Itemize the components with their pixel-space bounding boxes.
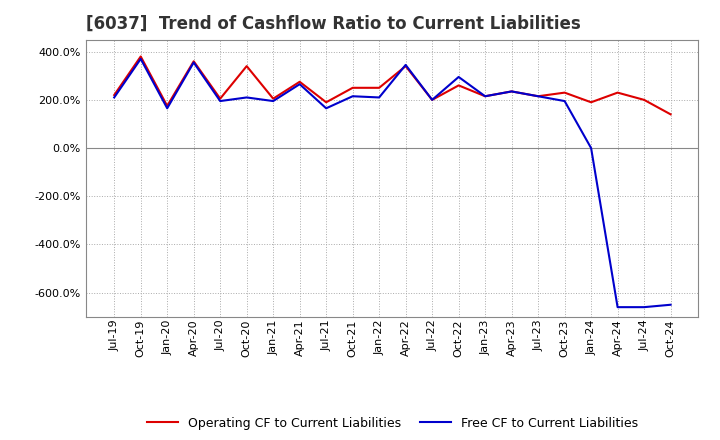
Free CF to Current Liabilities [428,97,436,103]
Text: [6037]  Trend of Cashflow Ratio to Current Liabilities: [6037] Trend of Cashflow Ratio to Curren… [86,15,581,33]
Free CF to Current Liabilities [189,60,198,65]
Operating CF to Current Liabilities [295,79,304,84]
Free CF to Current Liabilities [269,99,277,104]
Free CF to Current Liabilities [560,99,569,104]
Free CF to Current Liabilities [243,95,251,100]
Free CF to Current Liabilities [163,106,171,111]
Free CF to Current Liabilities [481,94,490,99]
Free CF to Current Liabilities [216,99,225,104]
Line: Operating CF to Current Liabilities: Operating CF to Current Liabilities [114,56,670,114]
Operating CF to Current Liabilities [534,94,542,99]
Operating CF to Current Liabilities [189,59,198,64]
Operating CF to Current Liabilities [587,99,595,105]
Operating CF to Current Liabilities [481,94,490,99]
Free CF to Current Liabilities [375,95,384,100]
Free CF to Current Liabilities [534,94,542,99]
Free CF to Current Liabilities [348,94,357,99]
Free CF to Current Liabilities [613,304,622,310]
Free CF to Current Liabilities [401,62,410,68]
Operating CF to Current Liabilities [640,97,649,103]
Operating CF to Current Liabilities [666,112,675,117]
Operating CF to Current Liabilities [136,54,145,59]
Operating CF to Current Liabilities [454,83,463,88]
Operating CF to Current Liabilities [163,103,171,109]
Operating CF to Current Liabilities [428,97,436,103]
Operating CF to Current Liabilities [269,96,277,101]
Free CF to Current Liabilities [587,146,595,151]
Operating CF to Current Liabilities [560,90,569,95]
Free CF to Current Liabilities [640,304,649,310]
Operating CF to Current Liabilities [348,85,357,91]
Free CF to Current Liabilities [508,89,516,94]
Line: Free CF to Current Liabilities: Free CF to Current Liabilities [114,59,670,307]
Operating CF to Current Liabilities [243,63,251,69]
Free CF to Current Liabilities [454,74,463,80]
Free CF to Current Liabilities [136,56,145,62]
Operating CF to Current Liabilities [508,89,516,94]
Operating CF to Current Liabilities [613,90,622,95]
Operating CF to Current Liabilities [216,96,225,101]
Free CF to Current Liabilities [110,95,119,100]
Free CF to Current Liabilities [322,106,330,111]
Free CF to Current Liabilities [295,81,304,87]
Operating CF to Current Liabilities [110,92,119,98]
Free CF to Current Liabilities [666,302,675,308]
Legend: Operating CF to Current Liabilities, Free CF to Current Liabilities: Operating CF to Current Liabilities, Fre… [142,412,643,435]
Operating CF to Current Liabilities [322,99,330,105]
Operating CF to Current Liabilities [401,63,410,69]
Operating CF to Current Liabilities [375,85,384,91]
